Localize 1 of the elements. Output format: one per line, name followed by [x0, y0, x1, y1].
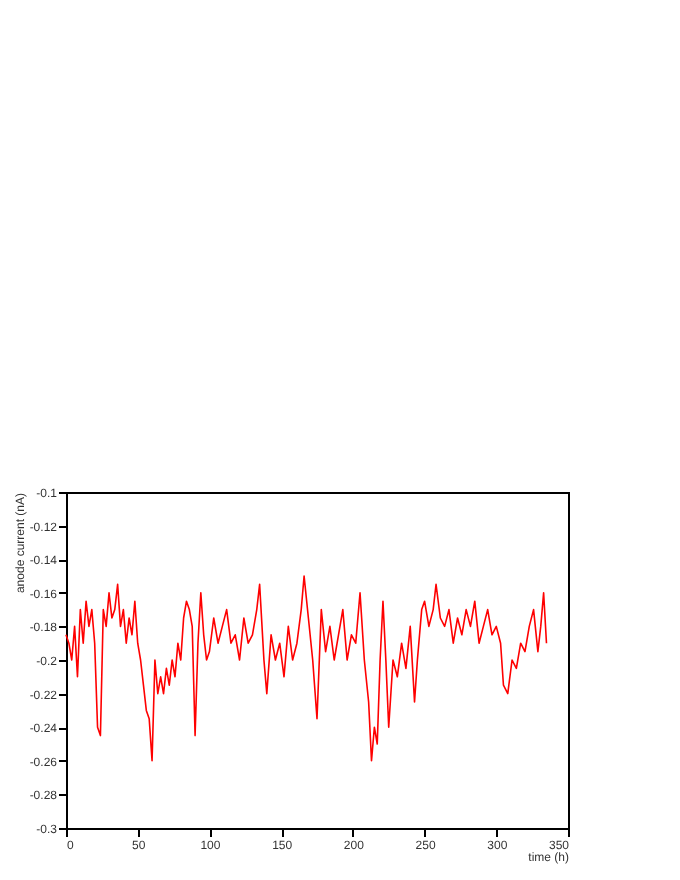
line-series — [65, 575, 548, 762]
